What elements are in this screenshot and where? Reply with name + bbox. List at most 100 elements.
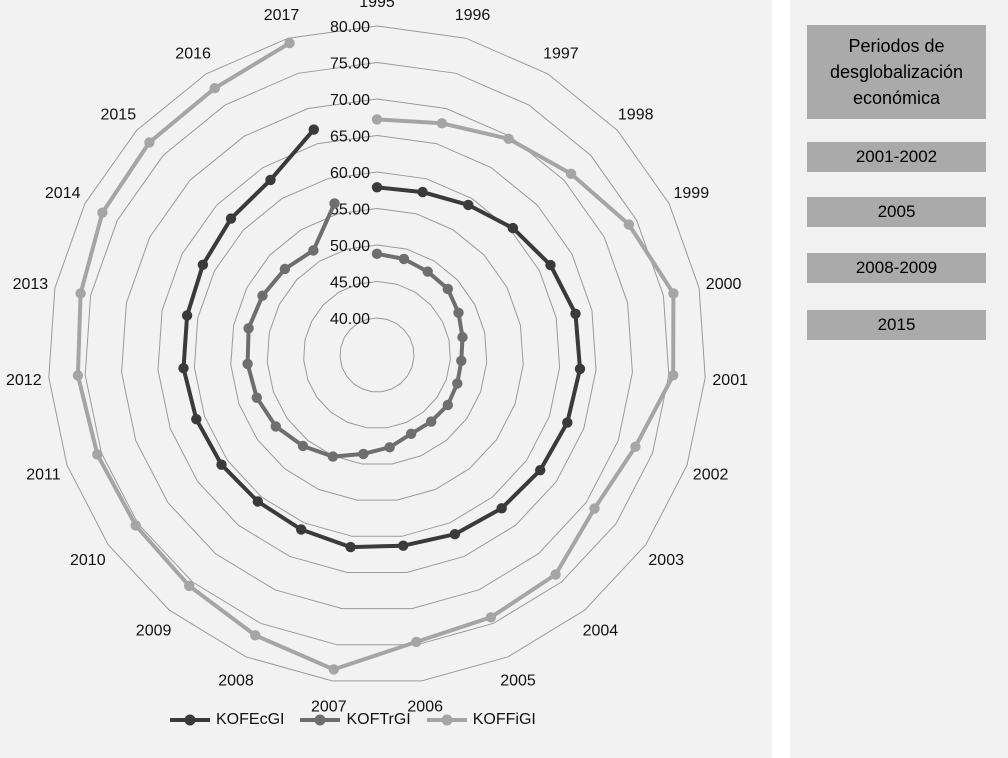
tick-label: 75.00 xyxy=(330,56,370,73)
data-point xyxy=(456,355,467,366)
data-point xyxy=(496,503,507,514)
chart-area: 1995 1996 1997 1998 1999 2000 2001 2002 2003 2004… xyxy=(0,0,772,758)
legend-label-koffigi: KOFFiGI xyxy=(472,711,536,728)
grid-ring xyxy=(339,317,415,393)
data-point xyxy=(197,259,209,270)
data-point xyxy=(406,428,417,439)
tick-label: 60.00 xyxy=(330,165,370,182)
data-point xyxy=(265,174,276,186)
category-label: 2017 xyxy=(264,7,300,24)
category-label: 1998 xyxy=(618,106,654,123)
radar-grid xyxy=(48,25,706,682)
category-label: 2011 xyxy=(26,467,61,484)
data-point xyxy=(97,207,108,218)
data-point xyxy=(398,540,409,551)
grid-ring xyxy=(193,171,561,537)
data-point xyxy=(411,636,422,648)
grid-ring xyxy=(84,61,670,646)
tick-label: 45.00 xyxy=(330,275,370,292)
category-label: 2014 xyxy=(45,185,81,202)
data-point xyxy=(589,503,600,514)
legend-swatch-koftrgi xyxy=(300,714,341,726)
category-label: 1995 xyxy=(359,0,395,11)
data-point xyxy=(417,186,428,198)
category-label: 1999 xyxy=(674,185,710,202)
data-point xyxy=(574,363,586,375)
legend-item-koftrgi: KOFTrGI xyxy=(298,709,411,731)
data-point xyxy=(507,222,519,234)
side-panel-title: Periodos de desglobalización económica xyxy=(807,25,986,119)
legend-item-kofecgi: KOFEcGI xyxy=(168,709,284,731)
data-point xyxy=(329,198,340,209)
category-label: 1996 xyxy=(455,7,491,24)
data-point xyxy=(545,259,556,271)
data-point xyxy=(449,529,461,540)
grid-ring xyxy=(266,244,488,465)
period-box-4: 2015 xyxy=(807,310,986,340)
data-point xyxy=(371,114,383,125)
data-point xyxy=(452,378,463,389)
data-point xyxy=(668,288,679,299)
side-panel: Periodos de desglobalización económica 2… xyxy=(790,0,1008,758)
category-label: 2002 xyxy=(693,467,729,484)
data-point xyxy=(562,417,573,428)
data-point xyxy=(570,308,581,319)
tick-label: 70.00 xyxy=(330,92,370,109)
category-label: 2007 xyxy=(311,699,347,716)
data-point xyxy=(75,288,86,299)
data-point xyxy=(422,266,433,277)
category-label: 2001 xyxy=(712,372,748,389)
category-label: 2015 xyxy=(101,106,137,123)
legend-item-koffigi: KOFFiGI xyxy=(425,709,536,731)
series-kofecgi xyxy=(178,124,586,553)
data-point xyxy=(436,118,448,129)
tick-label: 50.00 xyxy=(330,238,370,255)
data-point xyxy=(209,83,220,94)
category-label: 2000 xyxy=(706,276,742,293)
category-label: 2005 xyxy=(500,673,536,690)
grid-ring xyxy=(121,98,633,610)
data-point xyxy=(279,263,291,275)
data-point xyxy=(485,612,497,623)
data-point xyxy=(308,124,319,135)
category-label: 2010 xyxy=(70,552,106,569)
data-point xyxy=(345,541,356,553)
data-point xyxy=(371,248,383,259)
grid-ring xyxy=(230,207,524,501)
data-point xyxy=(565,168,577,179)
data-point xyxy=(463,199,474,211)
data-point xyxy=(257,290,268,301)
category-label: 2003 xyxy=(648,552,684,569)
category-label: 2009 xyxy=(136,623,172,640)
data-point xyxy=(216,459,227,470)
data-point xyxy=(144,137,155,148)
data-point xyxy=(668,370,679,381)
data-point xyxy=(442,283,453,295)
data-point xyxy=(251,392,262,403)
grid-ring xyxy=(157,134,597,573)
series-koffigi xyxy=(72,37,679,675)
period-box-3: 2008-2009 xyxy=(807,253,986,283)
data-point xyxy=(297,440,309,452)
data-point xyxy=(535,465,546,476)
data-point xyxy=(181,310,193,321)
data-point xyxy=(453,307,464,318)
data-point xyxy=(242,358,253,370)
data-point xyxy=(457,332,468,343)
data-point xyxy=(371,182,383,193)
data-point xyxy=(384,442,395,453)
data-point xyxy=(630,441,641,452)
legend-swatch-koffigi xyxy=(426,714,467,726)
data-point xyxy=(503,133,514,144)
grid-ring xyxy=(48,25,706,682)
category-labels: 1995 1996 1997 1998 1999 2000 2001 2002 2003 2004… xyxy=(6,0,748,716)
data-point xyxy=(191,414,202,425)
data-point xyxy=(442,399,453,411)
period-box-2: 2005 xyxy=(807,197,986,227)
data-point xyxy=(426,416,437,427)
data-point xyxy=(623,219,635,230)
data-point xyxy=(358,448,369,460)
data-point xyxy=(270,421,281,432)
category-label: 2006 xyxy=(407,699,443,716)
tick-label: 65.00 xyxy=(330,129,370,146)
